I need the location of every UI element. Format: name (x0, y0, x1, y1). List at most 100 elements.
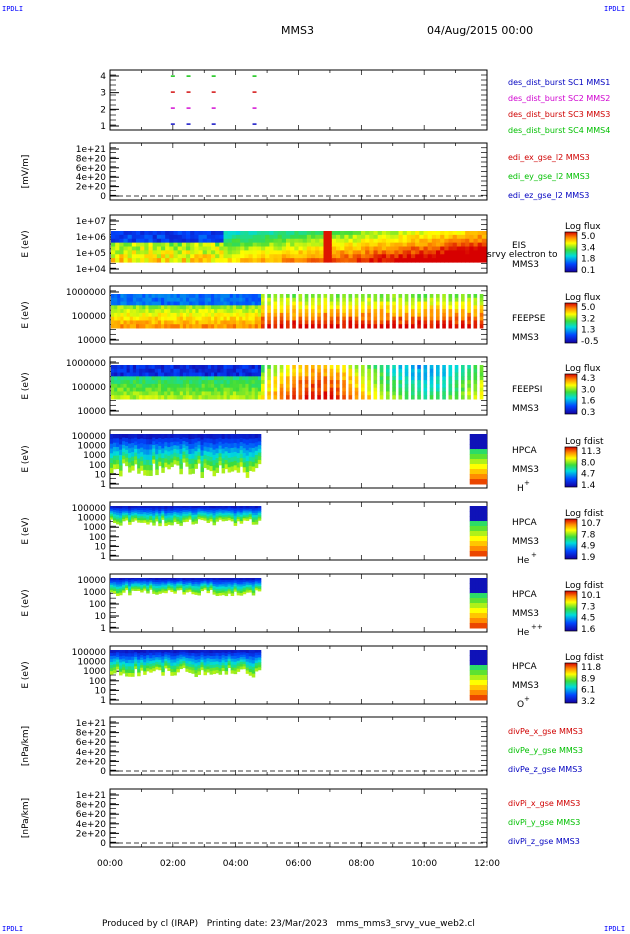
spectrogram-cell (398, 368, 403, 374)
spectrogram-cell (236, 234, 241, 240)
spectrogram-cell (170, 372, 174, 377)
spectrogram-cell (217, 320, 221, 325)
spectrogram-cell (176, 453, 180, 458)
spectrogram-cell (244, 234, 250, 240)
spectrogram-cell (185, 655, 189, 659)
spectrogram-cell (117, 383, 121, 389)
spectrogram-cell (473, 238, 479, 244)
spectrogram-cell (158, 449, 162, 455)
spectrogram-cell (173, 234, 179, 240)
spectrogram-cell (245, 664, 250, 669)
spectrogram-cell (167, 660, 171, 664)
spectrogram-cell (483, 695, 488, 701)
spectrogram-cell (429, 320, 434, 325)
spectrogram-cell (227, 660, 232, 664)
spectrogram-cell (144, 242, 150, 248)
spectrogram-cell (233, 438, 238, 444)
spectrogram-cell (218, 671, 223, 675)
spectrogram-cell (122, 655, 126, 660)
spectrogram-cell (348, 305, 353, 310)
spectrogram-cell (111, 365, 115, 370)
spectrogram-cell (348, 368, 353, 374)
spectrogram-cell (161, 586, 165, 590)
spectrogram-cell (140, 461, 144, 467)
spectrogram-cell (185, 511, 189, 515)
spectrogram-cell (298, 316, 303, 321)
spectrogram-cell (469, 511, 474, 517)
spectrogram-cell (191, 589, 195, 593)
spectrogram-cell (164, 297, 168, 303)
spectrogram-cell (161, 662, 165, 667)
spectrogram-cell (242, 659, 247, 663)
spectrogram-cell (261, 250, 266, 255)
spectrogram-cell (152, 662, 156, 667)
spectrogram-cell (209, 466, 214, 472)
spectrogram-cell (390, 254, 395, 259)
spectrogram-cell (377, 258, 383, 263)
spectrogram-cell (277, 234, 283, 240)
spectrogram-cell (273, 305, 278, 310)
spectrogram-cell (479, 320, 484, 325)
y-tick-label: 8e+20 (76, 801, 107, 811)
spectrogram-cell (336, 231, 341, 236)
y-axis-label: [mV/m] (21, 155, 31, 189)
spectrogram-cell (286, 324, 290, 329)
spectrogram-cell (194, 506, 198, 509)
spectrogram-cell (257, 518, 262, 521)
spectrogram-cell (209, 447, 214, 453)
spectrogram-cell (218, 588, 223, 592)
spectrogram-cell (191, 514, 195, 518)
spectrogram-cell (342, 301, 346, 306)
spectrogram-cell (195, 395, 199, 400)
spectrogram-cell (117, 320, 121, 325)
spectrogram-cell (110, 584, 114, 588)
spectrogram-cell (223, 312, 228, 318)
spectrogram-cell (406, 254, 412, 259)
spectrogram-cell (164, 309, 168, 314)
spectrogram-cell (116, 591, 120, 594)
spectrogram-cell (467, 395, 471, 400)
spectrogram-cell (219, 242, 225, 248)
spectrogram-cell (157, 294, 162, 299)
spectrogram-cell (331, 234, 337, 240)
colorbar (564, 518, 578, 560)
spectrogram-cell (218, 592, 223, 596)
spectrogram-cell (251, 673, 256, 678)
spectrogram-cell (429, 376, 434, 381)
spectrogram-cell (140, 588, 144, 591)
spectrogram-cell (206, 514, 211, 517)
spectrogram-cell (475, 680, 479, 686)
spectrogram-cell (136, 234, 141, 240)
spectrogram-cell (236, 368, 240, 374)
spectrogram-cell (230, 519, 235, 522)
spectrogram-cell (481, 583, 485, 589)
spectrogram-cell (186, 305, 190, 310)
corner-label-top-right: IPDLI (604, 5, 626, 13)
spectrogram-cell (221, 660, 226, 664)
spectrogram-cell (188, 438, 192, 445)
spectrogram-cell (467, 376, 471, 381)
spectrogram-cell (151, 301, 156, 306)
spectrogram-cell (392, 305, 396, 310)
spectrogram-cell (203, 650, 208, 654)
spectrogram-cell (390, 250, 395, 255)
spectrogram-cell (229, 376, 234, 381)
spectrogram-cell (475, 650, 479, 656)
spectrogram-cell (411, 372, 415, 377)
spectrogram-cell (290, 246, 295, 251)
spectrogram-cell (323, 380, 328, 385)
spectrogram-cell (236, 580, 241, 583)
spectrogram-cell (123, 380, 128, 385)
spectrogram-cell (134, 448, 138, 454)
spectrogram-cell (132, 320, 137, 325)
spectrogram-cell (179, 380, 184, 385)
spectrogram-cell (236, 309, 240, 314)
spectrogram-cell (239, 312, 243, 318)
spectrogram-cell (211, 372, 215, 377)
spectrogram-cell (242, 579, 247, 583)
spectrogram-cell (452, 242, 458, 248)
spectrogram-cell (415, 234, 420, 240)
spectrogram-cell (206, 588, 211, 592)
spectrogram-cell (182, 588, 186, 591)
spectrogram-cell (306, 246, 312, 251)
